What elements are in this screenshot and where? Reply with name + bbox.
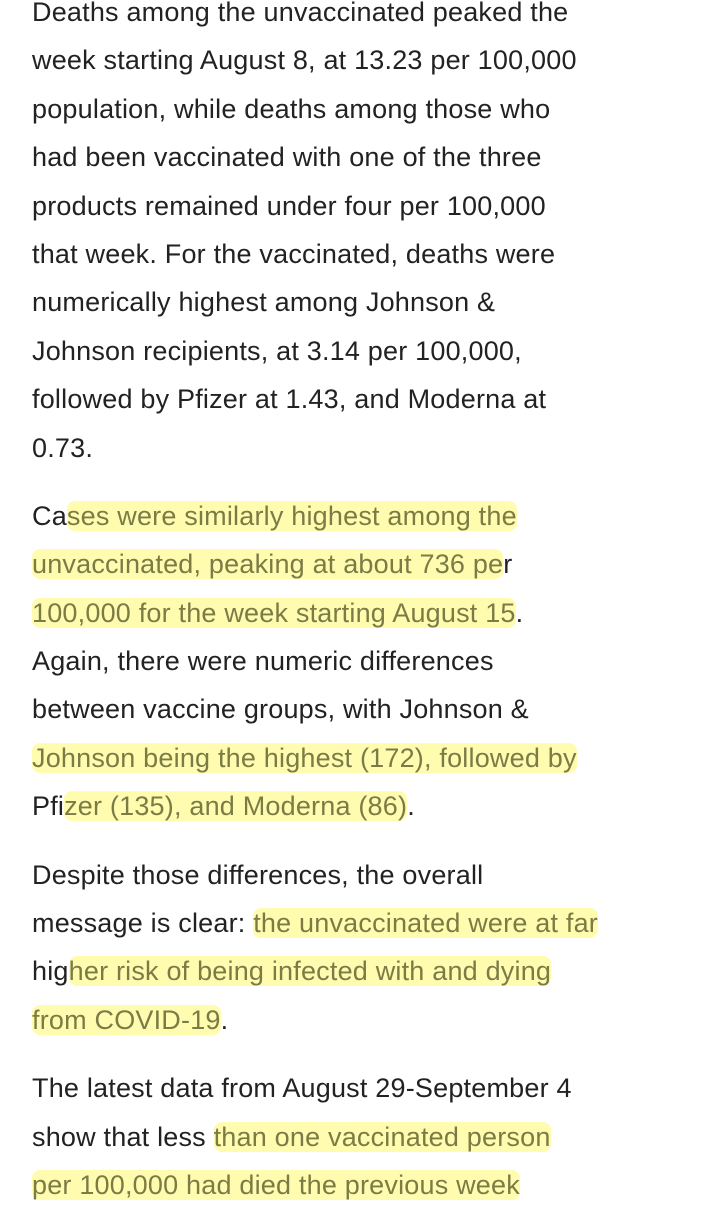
paragraph: Despite those differences, the overall me… <box>32 851 702 1045</box>
highlighted-text: 100,000 for the week starting August 15 <box>32 597 516 628</box>
text-line: Despite those differences, the overall <box>32 851 702 899</box>
text-line: Cases were similarly highest among the <box>32 492 702 540</box>
text: Ca <box>32 500 67 531</box>
text-line: The latest data from August 29-September… <box>32 1064 702 1112</box>
highlighted-text: Johnson being the highest (172), followe… <box>32 742 577 773</box>
article-body: Deaths among the unvaccinated peaked the… <box>32 0 702 1229</box>
text-line: Pfizer (135), and Moderna (86). <box>32 782 702 830</box>
text: Deaths among the unvaccinated peaked the <box>32 0 569 27</box>
highlighted-text: zer (135), and Moderna (86) <box>64 791 408 822</box>
text-line: unvaccinated, peaking at about 736 per <box>32 540 702 588</box>
text: Despite those differences, the overall <box>32 859 484 890</box>
page: {"paragraphs": [ {"lines": [ [{"text": "… <box>32 0 598 1200</box>
text: hig <box>32 956 69 987</box>
text-line: Again, there were numeric differences <box>32 637 702 685</box>
text: . <box>407 791 415 822</box>
highlighted-text: the unvaccinated were at far <box>253 908 598 939</box>
text-line: show that less than one vaccinated perso… <box>32 1113 702 1161</box>
text: Johnson recipients, at 3.14 per 100,000, <box>32 335 522 366</box>
text-line: from COVID-19. <box>32 996 702 1044</box>
text-line: between vaccine groups, with Johnson & <box>32 685 702 733</box>
text-line: message is clear: the unvaccinated were … <box>32 899 702 947</box>
highlighted-text: than one vaccinated person <box>213 1121 551 1152</box>
text: between vaccine groups, with Johnson & <box>32 694 529 725</box>
text-line: Deaths among the unvaccinated peaked the <box>32 0 702 36</box>
text-line: 0.73. <box>32 424 702 472</box>
text: that week. For the vaccinated, deaths we… <box>32 238 556 269</box>
text: . <box>220 1004 229 1035</box>
text: products remained under four per 100,000 <box>32 190 546 221</box>
text-line: that week. For the vaccinated, deaths we… <box>32 230 702 278</box>
text: Pfi <box>32 791 65 822</box>
highlighted-text: ses were similarly highest among the <box>66 500 517 531</box>
text-line: population, while deaths among those who <box>32 85 702 133</box>
text: had been vaccinated with one of the thre… <box>32 142 542 173</box>
text: The latest data from August 29-September… <box>32 1073 572 1104</box>
text: numerically highest among Johnson & <box>32 287 496 318</box>
text-line: had been vaccinated with one of the thre… <box>32 133 702 181</box>
highlighted-text: unvaccinated, peaking at about 736 pe <box>32 549 504 580</box>
text: 0.73. <box>32 432 94 463</box>
highlighted-text: per 100,000 had died the previous week <box>32 1169 520 1200</box>
paragraph: The latest data from August 29-September… <box>32 1064 702 1209</box>
text-line: followed by Pfizer at 1.43, and Moderna … <box>32 375 702 423</box>
paragraph: Deaths among the unvaccinated peaked the… <box>32 0 702 472</box>
text-line: 100,000 for the week starting August 15. <box>32 589 702 637</box>
text: show that less <box>32 1121 214 1152</box>
text: r <box>503 549 513 580</box>
text-line: products remained under four per 100,000 <box>32 182 702 230</box>
highlighted-text: from COVID-19 <box>32 1004 221 1035</box>
text-line: week starting August 8, at 13.23 per 100… <box>32 36 702 84</box>
text: followed by Pfizer at 1.43, and Moderna … <box>32 384 547 415</box>
text-line: numerically highest among Johnson & <box>32 278 702 326</box>
text: Again, there were numeric differences <box>32 646 494 677</box>
text: week starting August 8, at 13.23 per 100… <box>32 45 577 76</box>
paragraph: Cases were similarly highest among the un… <box>32 492 702 831</box>
text: . <box>515 597 524 628</box>
text-line: higher risk of being infected with and d… <box>32 947 702 995</box>
text-line: Johnson being the highest (172), followe… <box>32 734 702 782</box>
text: message is clear: <box>32 908 254 939</box>
highlighted-text: her risk of being infected with and dyin… <box>68 956 552 987</box>
text-line: per 100,000 had died the previous week <box>32 1161 702 1209</box>
text: population, while deaths among those who <box>32 93 551 124</box>
text-line: Johnson recipients, at 3.14 per 100,000, <box>32 327 702 375</box>
